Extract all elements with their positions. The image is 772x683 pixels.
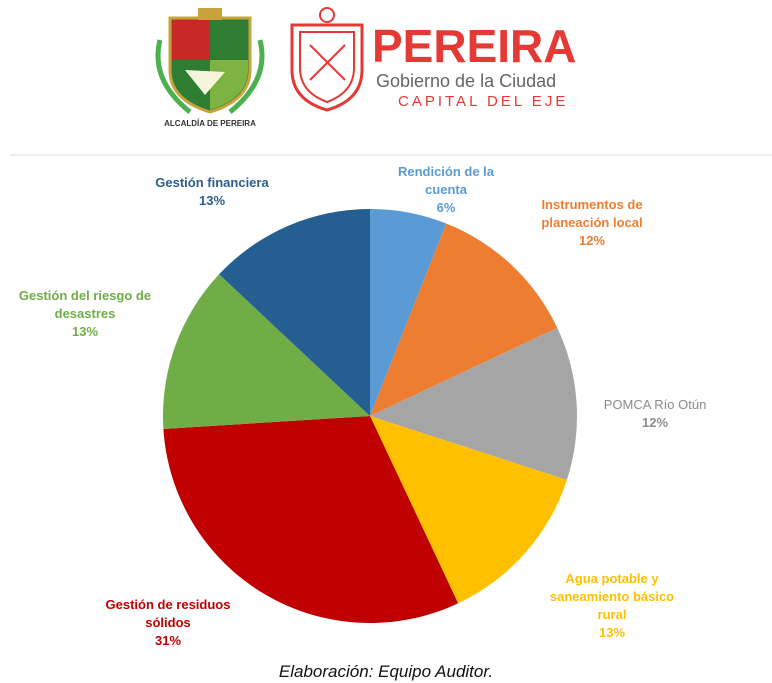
value-label: 12% — [578, 233, 606, 248]
slice-label: Gestión del riesgo de desastres 13% — [5, 287, 165, 341]
category-label: Gestión de residuos sólidos — [105, 597, 231, 630]
pereira-emblem — [290, 7, 364, 112]
shield-logo — [155, 8, 265, 114]
pie-slice — [370, 223, 558, 416]
pie-slice — [370, 327, 577, 480]
slice-label: Gestión de residuos sólidos 31% — [96, 596, 241, 650]
pie-slice — [163, 274, 370, 429]
pie-slice — [370, 209, 447, 416]
slice-label: Agua potable y saneamiento básico rural 1… — [542, 570, 682, 642]
slice-label: POMCA Río Otún 12% — [585, 396, 725, 432]
header-line: Gobierno de la Ciudad — [376, 71, 556, 91]
category-label: POMCA Río Otún — [603, 397, 707, 412]
category-label: Instrumentos de planeación local — [541, 197, 643, 230]
city-name: PEREIRA — [372, 20, 576, 72]
value-label: 13% — [598, 625, 626, 640]
slice-label: Gestión financiera 13% — [142, 174, 282, 210]
header-line: CAPITAL DEL EJE — [398, 93, 568, 110]
value-label: 13% — [71, 324, 99, 339]
value-label: 12% — [641, 415, 669, 430]
category-label: Rendición de la cuenta — [397, 164, 495, 197]
pie-slice — [219, 209, 370, 416]
slice-label: Rendición de la cuenta 6% — [391, 163, 501, 217]
shield-caption: ALCALDÍA DE PEREIRA — [164, 119, 256, 128]
value-label: 6% — [436, 200, 456, 215]
pie-slice — [370, 416, 567, 604]
category-label: Gestión financiera — [155, 175, 269, 190]
value-label: 31% — [154, 633, 182, 648]
pie — [163, 209, 577, 623]
category-label: Gestión del riesgo de desastres — [18, 288, 152, 321]
caption: Elaboración: Equipo Auditor. — [279, 662, 493, 681]
pie-slice — [163, 416, 459, 623]
category-label: Agua potable y saneamiento básico rural — [549, 571, 675, 622]
slice-label: Instrumentos de planeación local 12% — [530, 196, 655, 250]
value-label: 13% — [198, 193, 226, 208]
